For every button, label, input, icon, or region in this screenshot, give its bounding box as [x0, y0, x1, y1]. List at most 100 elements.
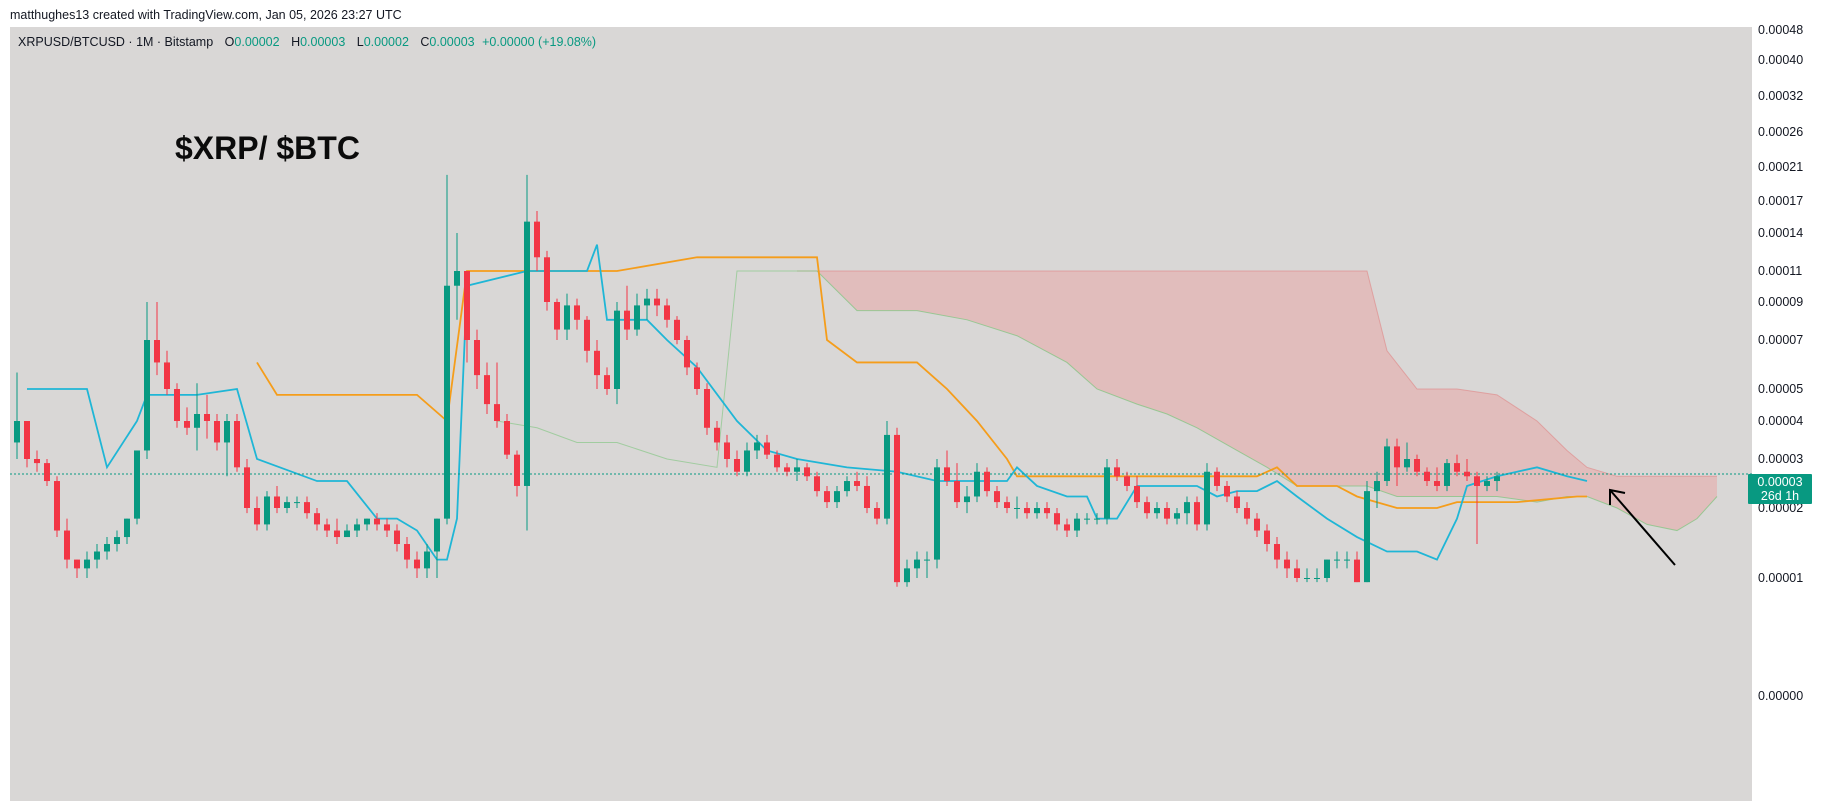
candle [1104, 459, 1110, 525]
candle-body [314, 513, 320, 525]
candle-body [1134, 485, 1140, 503]
y-tick-label: 0.00021 [1758, 160, 1804, 174]
candle-body [294, 502, 300, 504]
candle [554, 298, 560, 340]
candle-body [434, 518, 440, 552]
candle-body [1454, 463, 1460, 472]
candle-body [1154, 508, 1160, 514]
price-axis[interactable] [1752, 27, 1834, 801]
candle-body [324, 524, 330, 531]
candle [1264, 524, 1270, 552]
candle-body [414, 559, 420, 569]
candle [234, 414, 240, 472]
candle [1324, 559, 1330, 583]
candle-body [54, 481, 60, 531]
candle-body [814, 476, 820, 492]
candle-body [1004, 502, 1010, 508]
candle [874, 502, 880, 525]
candle [1164, 502, 1170, 525]
candle-body [1124, 476, 1130, 486]
candle-body [1384, 446, 1390, 482]
candle [1184, 496, 1190, 525]
candle [1244, 502, 1250, 525]
chart-credit: matthughes13 created with TradingView.co… [10, 8, 402, 22]
candle-body [1044, 508, 1050, 514]
candle-body [934, 467, 940, 560]
candles [14, 174, 1500, 587]
candle [954, 463, 960, 508]
candle-body [384, 524, 390, 531]
candle-body [724, 442, 730, 459]
base-line [256, 256, 1587, 509]
candle [764, 434, 770, 459]
candle-body [1344, 559, 1350, 561]
y-tick-label: 0.00017 [1758, 194, 1804, 208]
candle [224, 414, 230, 477]
candle-body [784, 467, 790, 472]
candle [1384, 438, 1390, 486]
open-label: O [224, 35, 235, 49]
candle-body [1164, 508, 1170, 519]
candle [1014, 496, 1020, 519]
candle-body [684, 340, 690, 368]
candle-body [154, 340, 160, 363]
candle [304, 496, 310, 519]
candle-body [1064, 524, 1070, 531]
symbol-label[interactable]: XRPUSD/BTCUSD · 1M · Bitstamp [18, 35, 214, 49]
candle-body [554, 302, 560, 330]
candle-body [534, 221, 540, 258]
candle-body [584, 319, 590, 351]
candle-body [394, 530, 400, 545]
cloud-bearish-area [797, 271, 1717, 531]
candle [1114, 459, 1120, 482]
candle-body [124, 518, 130, 538]
candle [434, 518, 440, 578]
candle-body [1114, 467, 1120, 477]
candle-body [514, 454, 520, 486]
candle-body [214, 421, 220, 443]
candle-body [94, 551, 100, 560]
candle [964, 485, 970, 514]
candle [894, 427, 900, 587]
candle [1274, 537, 1280, 569]
candle [664, 298, 670, 328]
candle-body [1414, 459, 1420, 472]
candle-body [714, 427, 720, 443]
candle [1284, 551, 1290, 578]
candle [1484, 476, 1490, 492]
candle [1334, 551, 1340, 569]
candle-body [1194, 502, 1200, 525]
candle-body [1104, 467, 1110, 519]
candle [1394, 438, 1400, 486]
y-tick-label: 0.00002 [1758, 501, 1804, 515]
y-tick-label: 0.00005 [1758, 382, 1804, 396]
candle-body [644, 298, 650, 306]
candle-body [1074, 518, 1080, 531]
candle [1464, 459, 1470, 482]
candle-body [404, 544, 410, 560]
candle-body [1184, 502, 1190, 514]
candle-body [744, 450, 750, 472]
candle [1344, 551, 1350, 569]
candle-body [1374, 481, 1380, 492]
candle [504, 414, 510, 459]
candle [1364, 481, 1370, 583]
candle [1074, 513, 1080, 538]
candle [774, 450, 780, 472]
candle-body [144, 340, 150, 451]
candle [834, 485, 840, 508]
candle-body [1144, 502, 1150, 514]
candle-body [994, 491, 1000, 503]
candle [1314, 568, 1320, 583]
candle [824, 485, 830, 508]
candle [284, 496, 290, 514]
last-price-badge: 0.00003 26d 1h [1748, 474, 1812, 504]
candle-body [304, 502, 310, 514]
candle-body [64, 530, 70, 560]
candle-body [464, 271, 470, 340]
candle [204, 394, 210, 439]
candle [984, 467, 990, 497]
y-tick-label: 0.00011 [1758, 264, 1803, 278]
candle-body [254, 508, 260, 525]
